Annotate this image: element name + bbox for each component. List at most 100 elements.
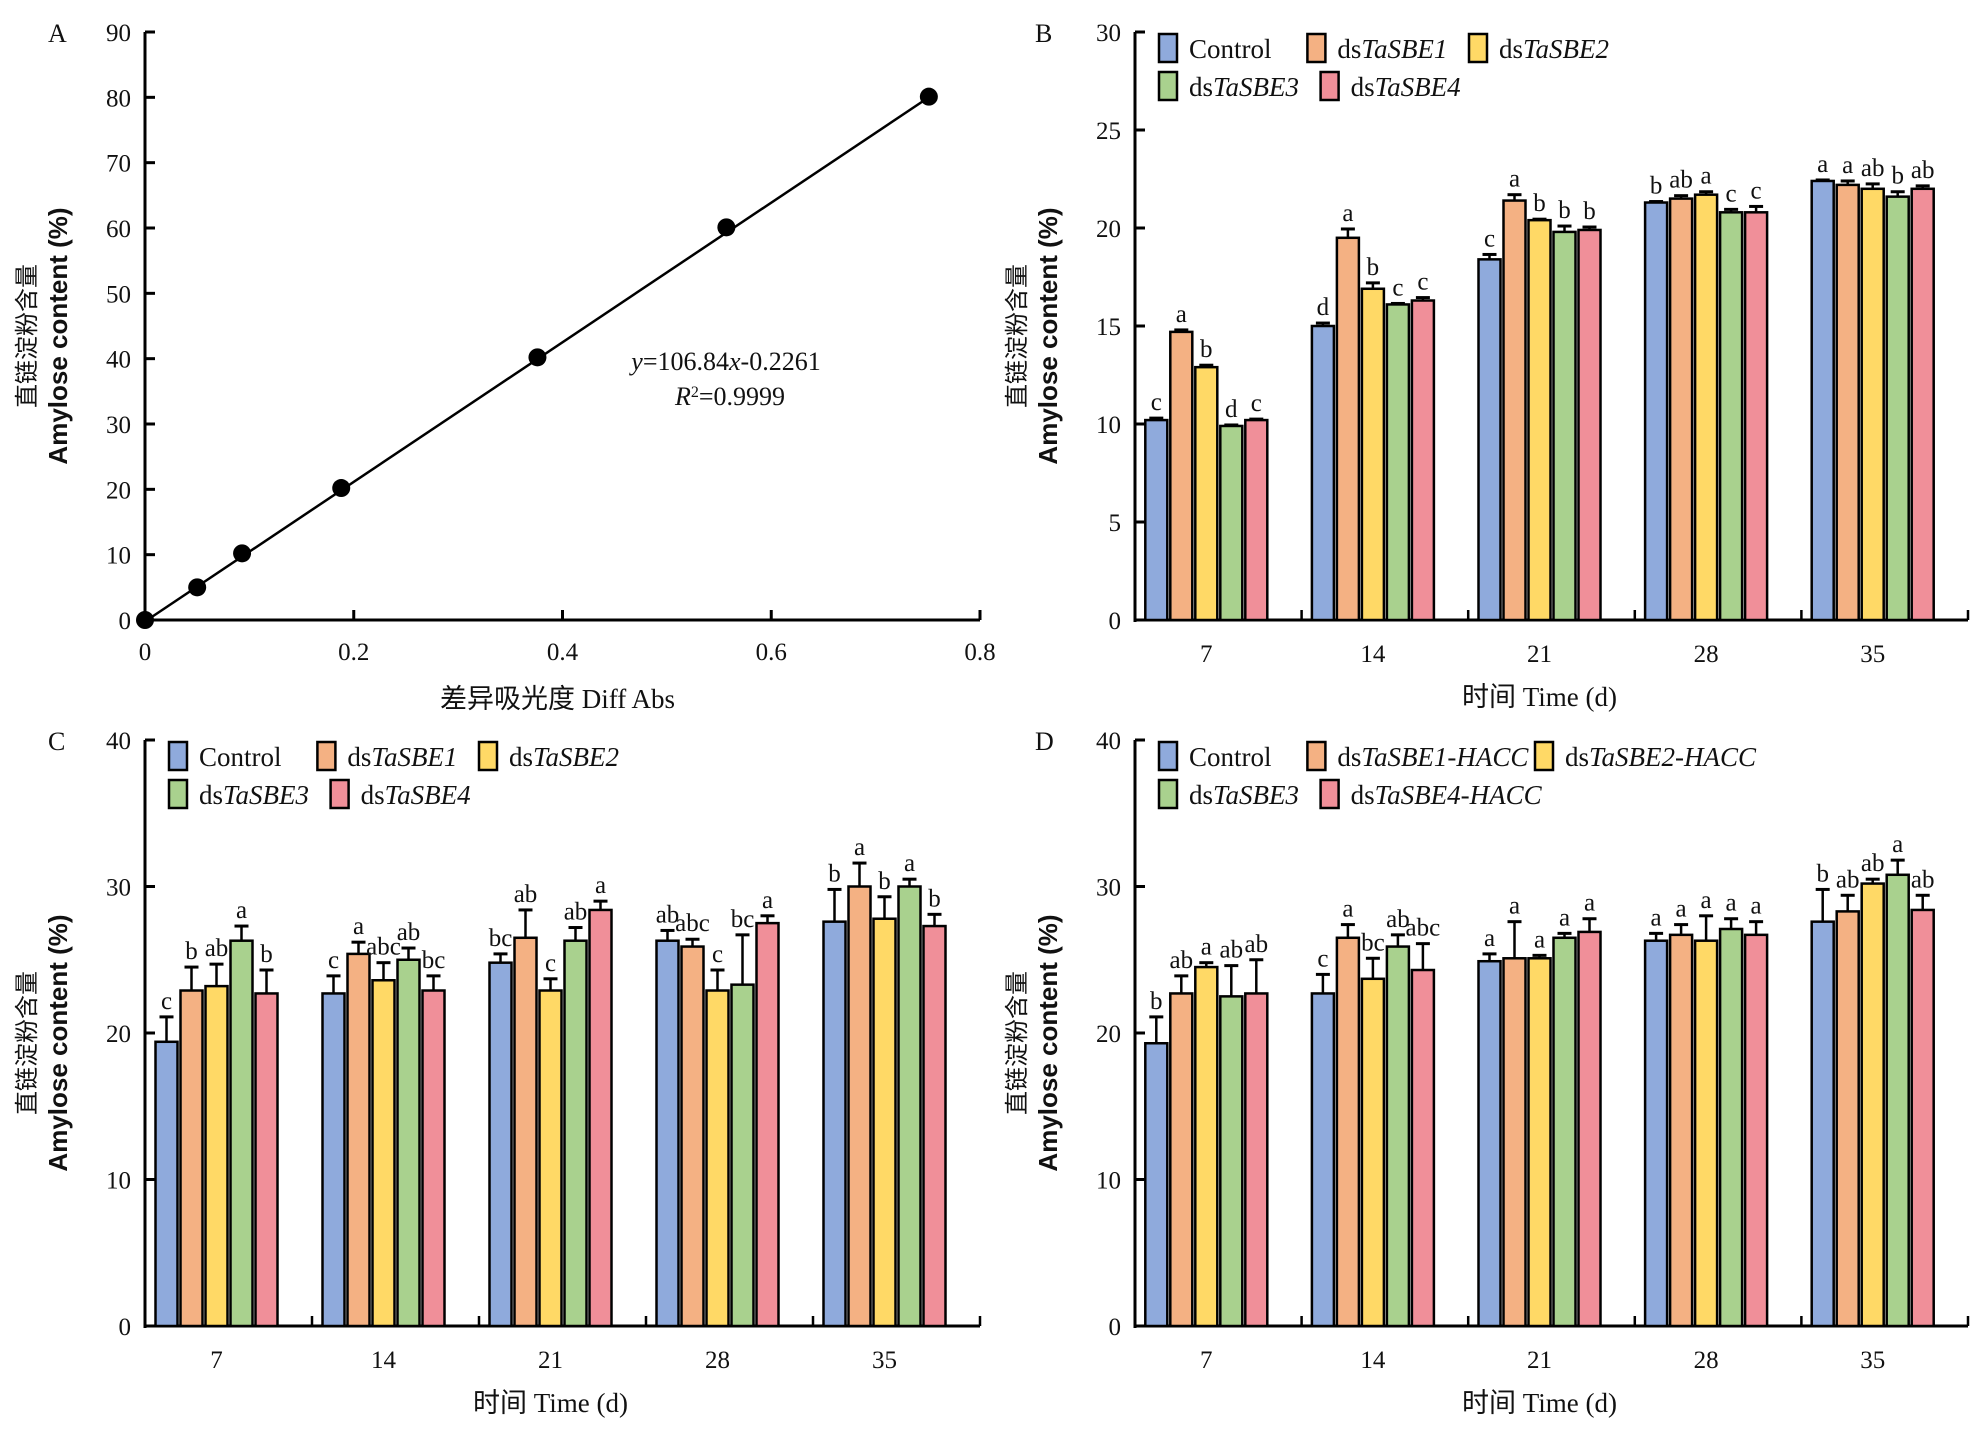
significance-letter: b [1150,988,1163,1015]
x-tick-label: 0.2 [338,639,369,666]
bar [1335,936,1361,1328]
bar [1310,992,1336,1328]
bar [1219,995,1244,1328]
y-tick-label: 25 [1096,118,1121,145]
bar [1693,193,1719,622]
bar [1910,187,1935,622]
bar [1244,418,1269,622]
bar [204,984,229,1328]
legend-label-italic: TaSBE1-HACC [1361,742,1529,772]
significance-letter: a [904,850,915,877]
x-tick-label: 7 [210,1347,223,1374]
y-tick-label: 20 [1096,216,1121,243]
data-point [919,87,938,106]
significance-letter: b [1533,190,1546,217]
significance-letter: a [762,887,773,914]
significance-letter: a [1751,893,1762,920]
bar [321,992,346,1328]
bar [755,921,780,1328]
bar [1668,933,1694,1328]
bar [1385,945,1411,1328]
significance-letter: a [1842,152,1853,179]
y-tick-label: 5 [1109,510,1122,537]
bar [1835,183,1860,622]
y-tick-label: 30 [106,875,131,902]
significance-letter: c [1151,389,1162,416]
significance-letter: a [1176,301,1187,328]
bar [1643,201,1669,622]
y-tick-label: 70 [106,151,131,178]
y-tick-label: 30 [1096,20,1121,47]
data-point [332,479,351,498]
y-axis-title-cn: 直链淀粉含量 [13,264,41,408]
bar [1885,873,1910,1328]
x-axis-title: 差异吸光度 Diff Abs [440,684,675,714]
significance-letter: a [1201,934,1212,961]
bar [872,917,897,1328]
x-tick-label: 14 [1360,1347,1386,1374]
y-axis-title: 直链淀粉含量 Amylose content (%) [13,207,73,464]
y-axis-title-cn: 直链淀粉含量 [1003,971,1031,1115]
equation-var-x: x [728,347,741,376]
legend-label-italic: TaSBE2-HACC [1589,742,1757,772]
bar [1577,228,1602,622]
significance-letter: ab [397,919,421,946]
x-tick-label: 28 [1694,641,1719,668]
legend-label-italic: TaSBE3 [1213,780,1299,810]
r2-var: R [674,382,691,411]
legend-label-italic: TaSBE2 [1523,34,1609,64]
significance-letter: a [1534,926,1545,953]
y-tick-label: 60 [106,216,131,243]
legend-label-plain: ds [1499,34,1523,64]
significance-letter: c [328,947,339,974]
bar [1385,303,1411,622]
bar [1502,199,1527,622]
legend-swatch [477,740,499,772]
y-tick-label: 80 [106,85,131,112]
legend-label-plain: Control [1189,742,1272,772]
r-squared-text: R2=0.9999 [674,382,785,411]
y-axis-title-en: Amylose content (%) [1033,914,1063,1171]
panel-c: C 0 10 20 30 40 直链淀粉含量 Amylose content (%) 7 14 21… [13,727,982,1418]
bar [1144,1042,1169,1328]
panel-d: D 0 10 20 30 40 直链淀粉含量 Amylose content (%) 7 14 21… [1003,727,1970,1418]
equation-intercept: -0.2261 [741,347,821,376]
bar [1552,230,1577,622]
significance-letter: abc [366,934,401,961]
bar [346,952,371,1328]
x-tick-label: 35 [1860,1347,1885,1374]
bar [1810,179,1835,622]
legend-label: dsTaSBE4 [1351,72,1461,102]
panel-label: B [1035,19,1052,48]
bar [1477,258,1502,622]
y-tick-label: 10 [1096,412,1121,439]
bar [655,939,680,1328]
bar [1860,187,1885,622]
significance-letter: b [1650,173,1663,200]
legend-label-plain: Control [199,742,282,772]
bar [1310,324,1336,622]
legend-swatch [1467,32,1489,64]
panel-label: C [48,727,65,756]
significance-letter: b [878,868,891,895]
significance-letter: ab [1244,931,1268,958]
x-tick-label: 21 [1527,1347,1552,1374]
significance-letter: c [1317,945,1328,972]
bar [1144,418,1169,622]
y-axis-title-cn: 直链淀粉含量 [13,971,41,1115]
legend-label-italic: TaSBE2 [533,742,619,772]
legend-label-italic: TaSBE4 [1375,72,1461,102]
significance-letter: b [1558,197,1571,224]
significance-letter: a [1584,890,1595,917]
r2-sup: 2 [691,384,699,401]
legend-label: dsTaSBE1-HACC [1337,742,1529,772]
significance-letter: b [1816,860,1829,887]
significance-letter: b [828,860,841,887]
bar [1527,218,1552,622]
bar [1527,957,1552,1328]
equation-coef: =106.84 [643,347,729,376]
legend-label: dsTaSBE3 [199,780,309,810]
bar [154,1040,179,1328]
y-tick-label: 30 [1096,875,1121,902]
